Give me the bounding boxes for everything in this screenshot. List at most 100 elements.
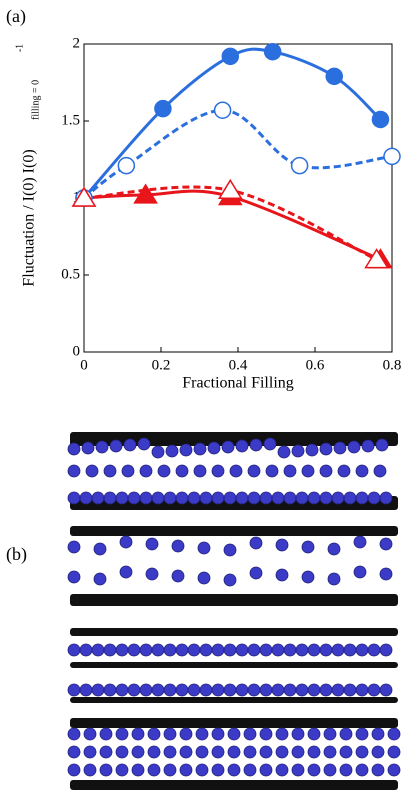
atom — [227, 727, 241, 741]
atom — [265, 464, 279, 478]
atom — [355, 464, 369, 478]
wall-layer — [70, 718, 398, 728]
series-line — [83, 189, 382, 261]
atom — [211, 464, 225, 478]
atom — [171, 539, 185, 553]
atom — [179, 443, 193, 457]
atom — [199, 683, 213, 697]
x-tick-label: 0 — [80, 357, 88, 373]
atom — [151, 683, 165, 697]
atom — [115, 643, 129, 657]
atom — [83, 763, 97, 777]
atom — [207, 441, 221, 455]
atom — [175, 683, 189, 697]
atom — [93, 572, 107, 586]
atom — [235, 643, 249, 657]
x-tick-label: 0.8 — [383, 357, 402, 373]
atom — [121, 464, 135, 478]
atom — [249, 536, 263, 550]
atom — [187, 491, 201, 505]
atom — [67, 491, 81, 505]
atom — [235, 683, 249, 697]
atom — [259, 745, 273, 759]
atom — [307, 491, 321, 505]
wall-layer — [70, 628, 398, 636]
atom — [361, 439, 375, 453]
atom — [67, 540, 81, 554]
atom — [291, 745, 305, 759]
atom — [199, 491, 213, 505]
atom — [197, 541, 211, 555]
wall-layer — [70, 780, 398, 790]
atom — [179, 763, 193, 777]
atom — [319, 442, 333, 456]
atom — [355, 727, 369, 741]
atom — [115, 745, 129, 759]
atom — [151, 491, 165, 505]
atom — [379, 491, 393, 505]
atom — [379, 537, 393, 551]
atom — [109, 439, 123, 453]
atom — [145, 567, 159, 581]
atom — [127, 683, 141, 697]
atom — [387, 745, 401, 759]
marker — [263, 42, 282, 61]
atom — [223, 491, 237, 505]
atom — [91, 683, 105, 697]
atom — [211, 727, 225, 741]
atom — [367, 683, 381, 697]
marker — [133, 183, 158, 204]
atom — [343, 491, 357, 505]
atom — [179, 745, 193, 759]
atom — [79, 491, 93, 505]
atom — [151, 445, 165, 459]
atom — [323, 745, 337, 759]
y-tick-label: 0 — [73, 343, 81, 359]
atom — [371, 745, 385, 759]
atom — [373, 464, 387, 478]
atom — [227, 745, 241, 759]
atom — [91, 491, 105, 505]
atom — [355, 683, 369, 697]
atom — [327, 542, 341, 556]
y-axis-label-superscript: -1 — [14, 44, 25, 52]
atom — [127, 491, 141, 505]
atom — [379, 567, 393, 581]
atom — [235, 439, 249, 453]
atom — [247, 683, 261, 697]
marker — [290, 156, 309, 175]
atom — [247, 643, 261, 657]
atom — [333, 441, 347, 455]
atom — [195, 745, 209, 759]
atom — [223, 543, 237, 557]
wall-layer — [70, 526, 398, 536]
atom — [199, 643, 213, 657]
atom — [165, 444, 179, 458]
atom — [99, 745, 113, 759]
atom — [67, 763, 81, 777]
atom — [93, 542, 107, 556]
atom — [99, 727, 113, 741]
atom — [221, 440, 235, 454]
atom — [275, 568, 289, 582]
atom — [275, 538, 289, 552]
marker — [71, 186, 97, 207]
marker — [217, 178, 243, 200]
atom — [355, 763, 369, 777]
atom — [371, 763, 385, 777]
atom — [115, 763, 129, 777]
atom — [187, 683, 201, 697]
atom — [337, 464, 351, 478]
atom — [211, 745, 225, 759]
atom — [83, 727, 97, 741]
atom — [295, 643, 309, 657]
atom — [291, 763, 305, 777]
atom — [295, 491, 309, 505]
marker — [325, 67, 343, 86]
atom — [339, 727, 353, 741]
atom — [145, 537, 159, 551]
atom — [235, 491, 249, 505]
atom — [271, 683, 285, 697]
atom — [67, 745, 81, 759]
atom — [123, 438, 137, 452]
